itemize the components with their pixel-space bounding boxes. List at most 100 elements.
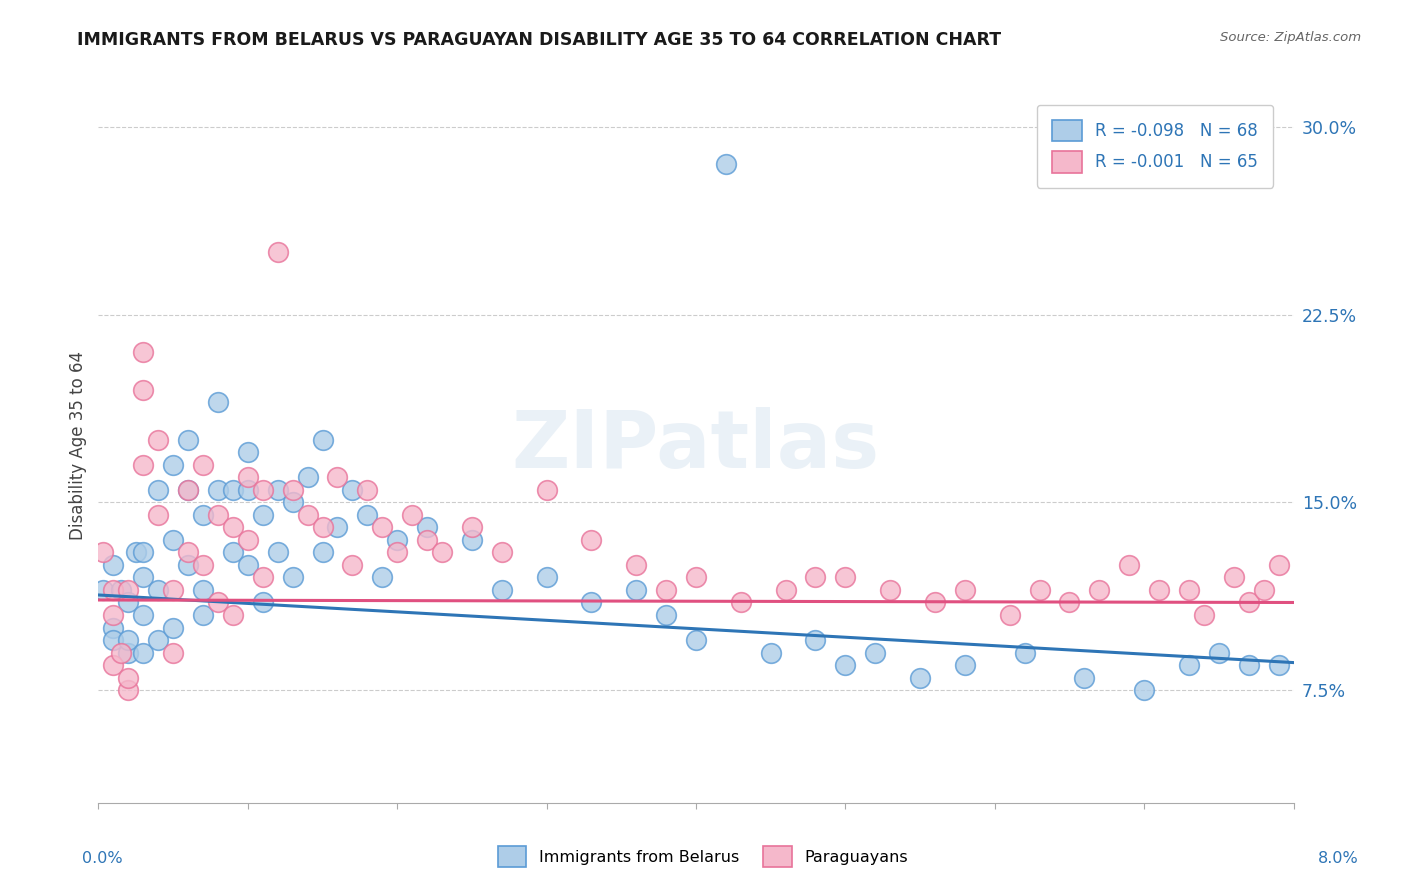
Point	[461, 533, 484, 547]
Text: 0.0%: 0.0%	[83, 851, 122, 866]
Point	[1059, 595, 1081, 609]
Point	[252, 595, 274, 609]
Point	[1192, 607, 1215, 622]
Point	[297, 508, 319, 522]
Point	[117, 633, 139, 648]
Text: IMMIGRANTS FROM BELARUS VS PARAGUAYAN DISABILITY AGE 35 TO 64 CORRELATION CHART: IMMIGRANTS FROM BELARUS VS PARAGUAYAN DI…	[77, 31, 1001, 49]
Point	[1118, 558, 1140, 572]
Point	[162, 533, 184, 547]
Point	[371, 520, 394, 534]
Point	[1267, 558, 1289, 572]
Point	[252, 508, 274, 522]
Point	[207, 595, 229, 609]
Point	[1073, 671, 1095, 685]
Point	[491, 545, 513, 559]
Point	[311, 433, 333, 447]
Point	[730, 595, 752, 609]
Point	[385, 533, 409, 547]
Point	[924, 595, 946, 609]
Point	[103, 582, 125, 597]
Point	[879, 582, 901, 597]
Point	[461, 520, 484, 534]
Point	[177, 558, 200, 572]
Point	[581, 595, 603, 609]
Point	[281, 570, 304, 584]
Point	[103, 633, 125, 648]
Point	[117, 646, 139, 660]
Point	[1088, 582, 1111, 597]
Text: ZIPatlas: ZIPatlas	[512, 407, 880, 485]
Point	[132, 570, 155, 584]
Point	[177, 545, 200, 559]
Point	[148, 508, 170, 522]
Point	[148, 483, 170, 497]
Point	[267, 244, 290, 259]
Point	[132, 646, 155, 660]
Point	[1253, 582, 1275, 597]
Point	[804, 633, 827, 648]
Point	[103, 621, 125, 635]
Point	[207, 483, 229, 497]
Point	[91, 582, 114, 597]
Point	[1028, 582, 1050, 597]
Point	[1237, 658, 1260, 673]
Point	[252, 483, 274, 497]
Point	[177, 483, 200, 497]
Point	[356, 483, 378, 497]
Point	[236, 533, 259, 547]
Point	[177, 433, 200, 447]
Point	[222, 607, 245, 622]
Text: Source: ZipAtlas.com: Source: ZipAtlas.com	[1220, 31, 1361, 45]
Point	[132, 345, 155, 359]
Point	[103, 658, 125, 673]
Point	[342, 558, 364, 572]
Point	[430, 545, 453, 559]
Point	[117, 582, 139, 597]
Point	[326, 520, 349, 534]
Point	[1147, 582, 1170, 597]
Text: 8.0%: 8.0%	[1319, 851, 1358, 866]
Point	[162, 458, 184, 472]
Point	[132, 458, 155, 472]
Point	[655, 607, 678, 622]
Point	[191, 508, 214, 522]
Point	[536, 570, 558, 584]
Point	[191, 558, 214, 572]
Point	[148, 582, 170, 597]
Point	[281, 483, 304, 497]
Point	[103, 558, 125, 572]
Y-axis label: Disability Age 35 to 64: Disability Age 35 to 64	[69, 351, 87, 541]
Point	[162, 582, 184, 597]
Point	[222, 483, 245, 497]
Point	[685, 570, 707, 584]
Point	[953, 582, 976, 597]
Point	[371, 570, 394, 584]
Point	[581, 533, 603, 547]
Point	[834, 658, 856, 673]
Point	[148, 633, 170, 648]
Point	[759, 646, 782, 660]
Point	[1237, 595, 1260, 609]
Point	[236, 470, 259, 484]
Point	[311, 545, 333, 559]
Point	[132, 545, 155, 559]
Point	[1208, 646, 1230, 660]
Point	[655, 582, 678, 597]
Point	[103, 607, 125, 622]
Point	[1178, 658, 1201, 673]
Point	[536, 483, 558, 497]
Point	[267, 483, 290, 497]
Point	[416, 520, 439, 534]
Point	[416, 533, 439, 547]
Point	[177, 483, 200, 497]
Point	[1267, 658, 1289, 673]
Point	[236, 558, 259, 572]
Point	[775, 582, 797, 597]
Point	[865, 646, 887, 660]
Point	[953, 658, 976, 673]
Point	[356, 508, 378, 522]
Point	[1133, 683, 1156, 698]
Point	[207, 395, 229, 409]
Point	[714, 157, 737, 171]
Point	[222, 520, 245, 534]
